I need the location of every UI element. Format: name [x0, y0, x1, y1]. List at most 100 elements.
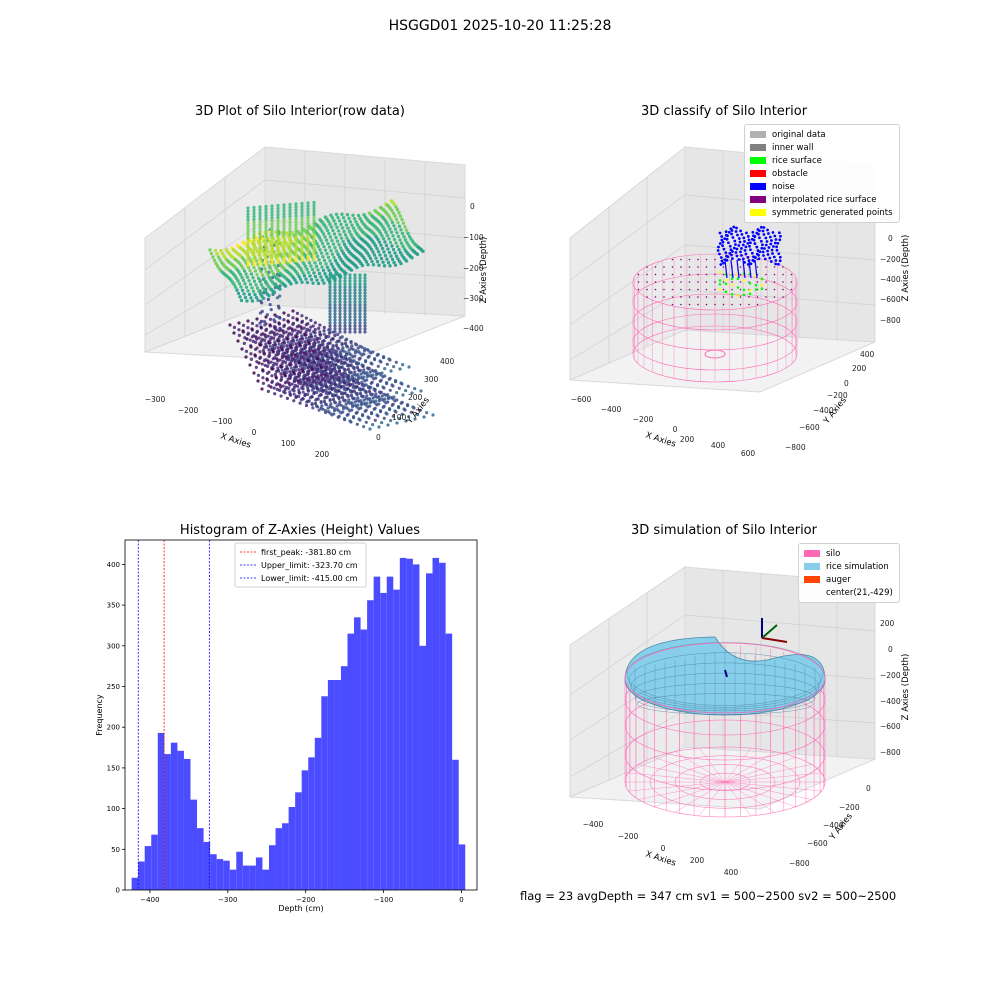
raw-point [398, 238, 402, 242]
raw-point [325, 351, 329, 356]
raw-point [305, 352, 309, 356]
raw-point [395, 244, 400, 249]
noise-point [762, 254, 765, 257]
interpolated-surface-point [705, 288, 708, 291]
surface-point [724, 290, 728, 294]
raw-point [252, 226, 256, 231]
raw-point [258, 211, 262, 215]
raw-point [360, 380, 364, 385]
raw-point [252, 259, 256, 264]
histogram-bar [373, 576, 381, 890]
raw-point [258, 311, 263, 315]
raw-point [367, 253, 371, 258]
raw-point [324, 367, 329, 371]
noise-point [765, 240, 769, 243]
raw-point [249, 357, 254, 361]
raw-point [322, 325, 326, 330]
raw-point [357, 399, 361, 403]
raw-point [343, 300, 347, 304]
interpolated-surface-point [782, 296, 784, 298]
raw-point [343, 368, 347, 373]
raw-point [363, 330, 367, 334]
raw-point [304, 277, 308, 281]
raw-point [288, 244, 292, 249]
raw-point [312, 257, 316, 262]
raw-point [282, 206, 286, 210]
interpolated-surface-point [714, 273, 716, 276]
raw-point [254, 335, 258, 339]
raw-point [399, 261, 403, 266]
raw-point [368, 427, 372, 431]
raw-point [394, 205, 398, 209]
noise-point [719, 263, 723, 266]
raw-point [353, 288, 357, 292]
noise-point [745, 231, 748, 235]
raw-point [362, 368, 366, 372]
raw-point [363, 327, 367, 331]
noise-point [777, 262, 780, 266]
raw-point [252, 217, 256, 222]
raw-point [282, 209, 286, 213]
raw-point [294, 202, 298, 206]
raw-point [252, 220, 256, 225]
raw-point [256, 379, 260, 383]
raw-point [300, 249, 304, 254]
raw-point [338, 327, 342, 331]
classify-y-tick: −200 [827, 391, 848, 400]
raw-point [372, 253, 377, 257]
raw-point [404, 389, 408, 393]
raw-point [338, 279, 342, 283]
raw-point [264, 327, 269, 331]
raw-point [303, 366, 307, 371]
raw-point [358, 273, 362, 277]
raw-point [390, 257, 395, 262]
interpolated-surface-point [773, 273, 776, 276]
raw-point [395, 231, 399, 235]
classify-z-tick: 0 [888, 234, 893, 243]
raw-point [297, 368, 301, 372]
raw-point [398, 250, 403, 255]
raw-point [328, 273, 332, 277]
raw-point [287, 331, 291, 335]
raw-point [338, 336, 342, 340]
raw-point [254, 283, 258, 287]
raw-x-tick: −100 [212, 417, 233, 426]
histogram-bar [314, 737, 322, 890]
raw-point [355, 365, 360, 370]
raw-point [300, 201, 304, 206]
raw-point [326, 409, 330, 414]
raw-point [400, 217, 404, 222]
raw-point [388, 388, 392, 392]
raw-point [294, 256, 298, 260]
raw-point [333, 386, 337, 391]
raw-point [368, 400, 373, 405]
raw-point [296, 354, 300, 358]
raw-point [353, 291, 357, 295]
interpolated-surface-point [765, 273, 767, 276]
raw-point [288, 229, 292, 234]
histogram-bar [432, 557, 440, 890]
raw-point [377, 240, 382, 244]
raw-point [312, 390, 317, 395]
raw-point [320, 377, 324, 381]
raw-point [383, 240, 387, 244]
raw-point [334, 363, 338, 367]
raw-point [319, 251, 324, 255]
raw-point [267, 263, 271, 268]
raw-point [347, 229, 352, 234]
raw-point [255, 317, 259, 321]
rice-mesh-ring [630, 662, 820, 710]
interpolated-surface-point [748, 296, 750, 298]
noise-point [774, 262, 778, 266]
raw-point [363, 294, 367, 298]
interpolated-surface-point [680, 281, 682, 283]
raw-point [252, 235, 256, 240]
raw-point [276, 215, 280, 220]
interpolated-surface-point [688, 258, 691, 261]
raw-point [246, 218, 250, 222]
raw-point [261, 369, 265, 373]
raw-point [317, 408, 321, 412]
raw-point [330, 360, 334, 365]
raw-point [372, 407, 376, 411]
surface-point [718, 279, 722, 282]
